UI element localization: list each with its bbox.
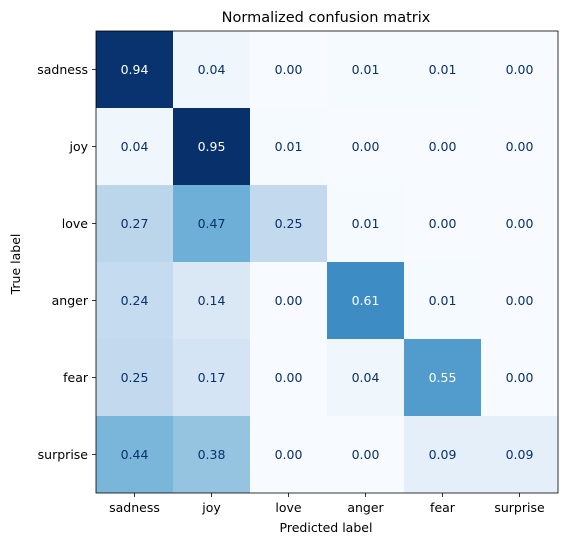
cell-value-joy-surprise: 0.00 [506, 139, 534, 154]
cell-anger-fear [404, 262, 481, 339]
cell-fear-love [250, 339, 327, 416]
cell-value-anger-fear: 0.01 [429, 293, 457, 308]
cell-value-fear-joy: 0.17 [198, 370, 226, 385]
y-tick-label-surprise: surprise [38, 447, 89, 462]
cell-love-love [250, 185, 327, 262]
cell-joy-surprise [481, 108, 558, 185]
cell-surprise-surprise [481, 416, 558, 493]
cell-sadness-fear [404, 31, 481, 108]
x-tick-label-anger: anger [347, 500, 384, 515]
cell-value-anger-sadness: 0.24 [121, 293, 149, 308]
cell-value-sadness-fear: 0.01 [429, 62, 457, 77]
cell-surprise-anger [327, 416, 404, 493]
x-tick-label-surprise: surprise [494, 500, 545, 515]
cell-sadness-joy [173, 31, 250, 108]
cell-fear-anger [327, 339, 404, 416]
cell-anger-surprise [481, 262, 558, 339]
cell-value-love-anger: 0.01 [352, 216, 380, 231]
cell-value-love-joy: 0.47 [198, 216, 226, 231]
cell-joy-fear [404, 108, 481, 185]
cell-value-sadness-surprise: 0.00 [506, 62, 534, 77]
cell-joy-sadness [96, 108, 173, 185]
cell-fear-surprise [481, 339, 558, 416]
cell-value-surprise-love: 0.00 [275, 447, 303, 462]
cell-value-fear-anger: 0.04 [352, 370, 380, 385]
cell-love-sadness [96, 185, 173, 262]
x-tick-label-fear: fear [430, 500, 456, 515]
cell-surprise-fear [404, 416, 481, 493]
cell-joy-joy [173, 108, 250, 185]
y-tick-label-sadness: sadness [37, 62, 88, 77]
cell-value-sadness-joy: 0.04 [198, 62, 226, 77]
y-tick-label-joy: joy [68, 139, 88, 154]
cell-fear-joy [173, 339, 250, 416]
x-axis-label: Predicted label [280, 520, 373, 535]
plot-frame [95, 30, 559, 494]
cell-love-joy [173, 185, 250, 262]
cell-value-fear-love: 0.00 [275, 370, 303, 385]
x-tick-label-joy: joy [201, 500, 221, 515]
cell-surprise-joy [173, 416, 250, 493]
x-tick-label-sadness: sadness [109, 500, 160, 515]
cell-value-joy-joy: 0.95 [198, 139, 226, 154]
cells-group: 0.94 0.04 0.00 0.01 0.01 0.00 0.04 0.95 0.01 0.00… [96, 31, 558, 493]
cell-fear-fear [404, 339, 481, 416]
cell-sadness-love [250, 31, 327, 108]
cell-anger-sadness [96, 262, 173, 339]
cell-love-surprise [481, 185, 558, 262]
cell-joy-anger [327, 108, 404, 185]
cell-value-love-love: 0.25 [275, 216, 303, 231]
cell-fear-sadness [96, 339, 173, 416]
cell-value-love-fear: 0.00 [429, 216, 457, 231]
cell-sadness-sadness [96, 31, 173, 108]
cell-value-surprise-anger: 0.00 [352, 447, 380, 462]
cell-value-surprise-sadness: 0.44 [121, 447, 149, 462]
cell-value-anger-anger: 0.61 [352, 293, 380, 308]
y-tick-label-love: love [62, 216, 89, 231]
cell-love-fear [404, 185, 481, 262]
cell-value-fear-sadness: 0.25 [121, 370, 149, 385]
x-ticks-group: sadness joy love anger fear surprise [109, 493, 545, 515]
cell-value-sadness-love: 0.00 [275, 62, 303, 77]
cell-value-surprise-surprise: 0.09 [506, 447, 534, 462]
cell-value-fear-surprise: 0.00 [506, 370, 534, 385]
cell-sadness-surprise [481, 31, 558, 108]
cell-anger-joy [173, 262, 250, 339]
cell-sadness-anger [327, 31, 404, 108]
cell-love-anger [327, 185, 404, 262]
cell-joy-love [250, 108, 327, 185]
cell-value-anger-love: 0.00 [275, 293, 303, 308]
cell-value-love-sadness: 0.27 [121, 216, 149, 231]
cell-value-joy-fear: 0.00 [429, 139, 457, 154]
x-tick-label-love: love [275, 500, 302, 515]
cell-value-anger-surprise: 0.00 [506, 293, 534, 308]
cell-anger-anger [327, 262, 404, 339]
y-tick-label-anger: anger [52, 293, 89, 308]
cell-surprise-sadness [96, 416, 173, 493]
cell-value-surprise-joy: 0.38 [198, 447, 226, 462]
cell-value-joy-anger: 0.00 [352, 139, 380, 154]
cell-value-surprise-fear: 0.09 [429, 447, 457, 462]
cell-anger-love [250, 262, 327, 339]
chart-title: Normalized confusion matrix [222, 10, 431, 26]
cell-value-sadness-sadness: 0.94 [121, 62, 149, 77]
cell-value-sadness-anger: 0.01 [352, 62, 380, 77]
y-tick-label-fear: fear [63, 370, 89, 385]
cell-value-joy-sadness: 0.04 [121, 139, 149, 154]
y-ticks-group: sadness joy love anger fear surprise [37, 62, 96, 462]
cell-value-anger-joy: 0.14 [198, 293, 226, 308]
cell-value-fear-fear: 0.55 [429, 370, 457, 385]
y-axis-label: True label [8, 234, 23, 296]
cell-value-love-surprise: 0.00 [506, 216, 534, 231]
cell-surprise-love [250, 416, 327, 493]
cell-value-joy-love: 0.01 [275, 139, 303, 154]
